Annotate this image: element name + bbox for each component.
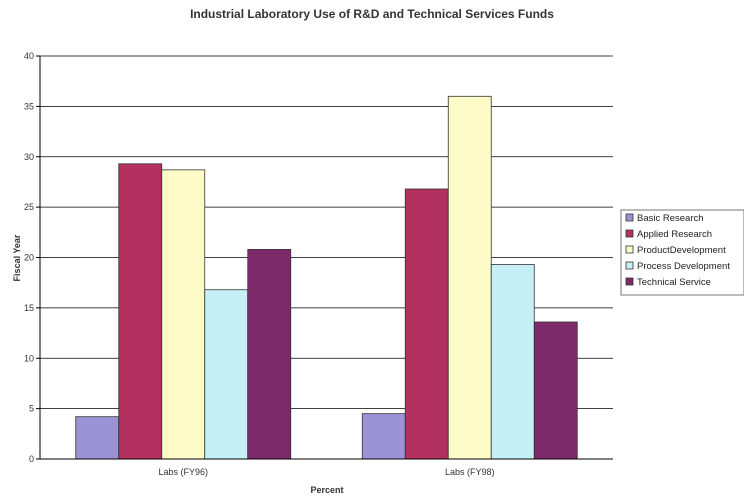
legend-swatch	[625, 229, 634, 238]
y-tick-label: 20	[24, 253, 34, 263]
y-tick-label: 0	[29, 454, 34, 464]
legend-label: Process Development	[637, 261, 730, 272]
x-tick-labels: Labs (FY96) Labs (FY98)	[158, 467, 494, 477]
legend-label: Basic Research	[637, 213, 704, 224]
legend: Basic Research Applied Research ProductDev…	[620, 209, 744, 296]
bar-productdevelopment-0	[161, 169, 206, 460]
chart-title: Industrial Laboratory Use of R&D and Tec…	[190, 7, 554, 21]
bar-basic-research-1	[361, 413, 406, 460]
bar-productdevelopment-1	[447, 95, 492, 460]
x-tick-label: Labs (FY96)	[158, 467, 208, 477]
bar-basic-research-0	[75, 416, 120, 460]
y-tick-label: 15	[24, 303, 34, 313]
legend-swatch	[625, 245, 634, 254]
bar-applied-research-0	[118, 163, 163, 460]
axes	[36, 55, 613, 460]
y-tick-label: 35	[24, 101, 34, 111]
y-tick-label: 5	[29, 404, 34, 414]
x-axis-label: Percent	[310, 485, 343, 495]
legend-swatch	[625, 213, 634, 222]
bar-technical-service-0	[247, 249, 292, 460]
legend-box	[620, 209, 744, 296]
y-tick-label: 10	[24, 353, 34, 363]
bar-applied-research-1	[404, 188, 449, 460]
bar-process-development-1	[490, 264, 535, 460]
bar-process-development-0	[204, 289, 249, 460]
legend-swatch	[625, 277, 634, 286]
y-axis-label: Fiscal Year	[12, 234, 22, 281]
x-tick-label: Labs (FY98)	[445, 467, 495, 477]
y-tick-label: 40	[24, 51, 34, 61]
y-tick-label: 25	[24, 202, 34, 212]
legend-label: ProductDevelopment	[637, 245, 726, 256]
y-tick-labels: 0 5 10 15 20 25 30 35 40	[24, 51, 34, 464]
y-tick-label: 30	[24, 152, 34, 162]
legend-swatch	[625, 261, 634, 270]
bar-technical-service-1	[533, 321, 578, 460]
bars	[75, 95, 578, 460]
legend-label: Applied Research	[637, 229, 712, 240]
legend-label: Technical Service	[637, 277, 711, 288]
